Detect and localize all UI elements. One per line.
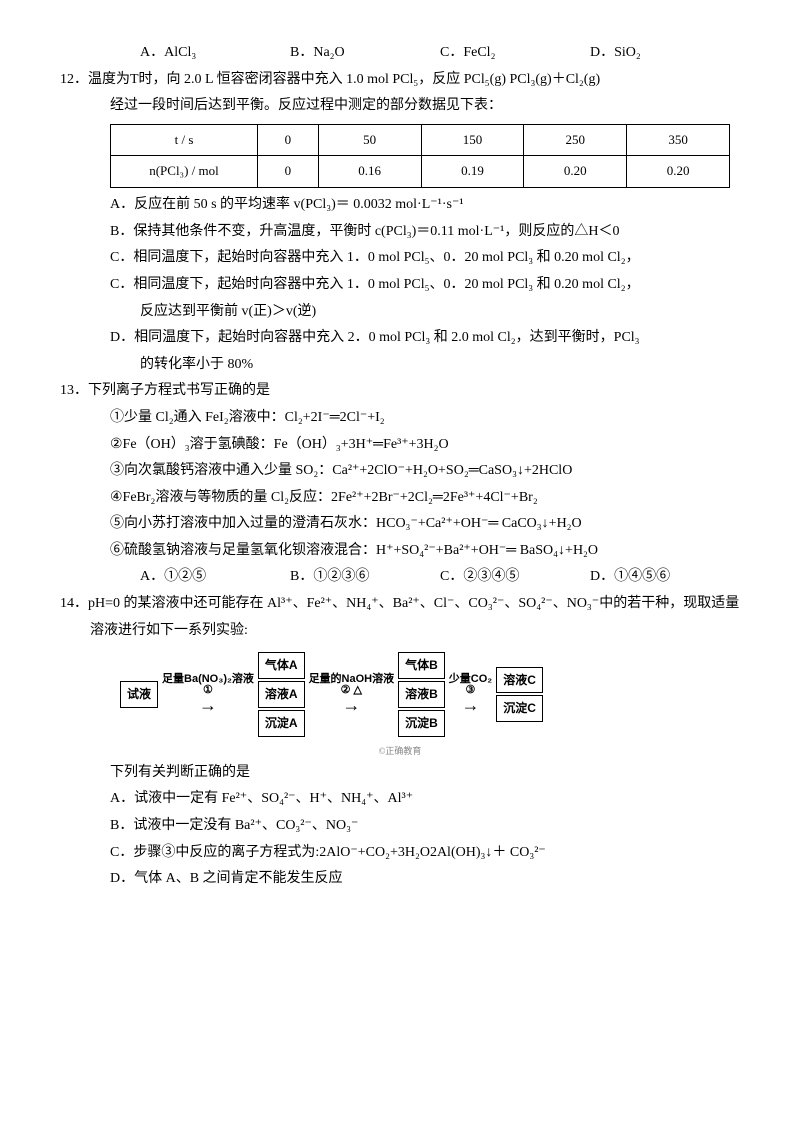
q12-t-r1c6: 350 [627,124,730,156]
flow-arrow-3: 少量CO₂ ③ [447,673,494,715]
q12-t-r2c2: 0 [258,156,319,188]
q14-opt-c: C．步骤③中反应的离子方程式为:2AlO⁻+CO₂+3H₂O2Al(OH)₃↓＋… [110,840,740,867]
q12-opt-d-l2: 的转化率小于 80% [140,352,740,379]
q12-table: t / s 0 50 150 250 350 n(PCl₃) / mol 0 0… [110,124,730,188]
q12-opt-c-l1: C．相同温度下，起始时向容器中充入 1．0 mol PCl₅、0．20 mol … [110,277,640,292]
flow-sol-a: 溶液A [258,681,305,708]
flow-arrow-1: 足量Ba(NO₃)₂溶液 ① [160,673,256,715]
table-row: t / s 0 50 150 250 350 [111,124,730,156]
flow-ppt-b: 沉淀B [398,710,445,737]
q14-after: 下列有关判断正确的是 [110,760,740,787]
q12-t-r1c1: t / s [111,124,258,156]
flow-ppt-a: 沉淀A [258,710,305,737]
q12-opt-d-l1: D．相同温度下，起始时向容器中充入 2．0 mol PCl₃ 和 2.0 mol… [110,325,740,352]
flow-ppt-c: 沉淀C [496,695,543,722]
q13-l5: ⑤向小苏打溶液中加入过量的澄清石灰水：HCO₃⁻+Ca²⁺+OH⁻═ CaCO₃… [110,511,740,538]
q12-t-r2c4: 0.19 [421,156,524,188]
q12-opt-a: A．反应在前 50 s 的平均速率 v(PCl₃)＝ 0.0032 mol·L⁻… [110,192,740,219]
q13-l1: ①少量 Cl₂通入 FeI₂溶液中：Cl₂+2I⁻═2Cl⁻+I₂ [110,405,740,432]
q13-opt-a: A．①②⑤ [140,564,290,591]
q12-stem-1: 12．温度为T时，向 2.0 L 恒容密闭容器中充入 1.0 mol PCl₅，… [90,67,740,94]
q11-opt-a: A．AlCl₃ [140,40,290,67]
q12-opt-c-l2: 反应达到平衡前 v(正)＞v(逆) [140,299,740,326]
flow-box-sample: 试液 [120,681,158,708]
q14-opt-b: B．试液中一定没有 Ba²⁺、CO₃²⁻、NO₃⁻ [110,813,740,840]
q13-l3: ③向次氯酸钙溶液中通入少量 SO₂：Ca²⁺+2ClO⁻+H₂O+SO₂═CaS… [110,458,740,485]
q13-options: A．①②⑤ B．①②③⑥ C．②③④⑤ D．①④⑤⑥ [140,564,740,591]
q11-opt-c: C．FeCl₂ [440,40,590,67]
q13-l4: ④FeBr₂溶液与等物质的量 Cl₂反应：2Fe²⁺+2Br⁻+2Cl₂═2Fe… [110,485,740,512]
q12-t-r1c4: 150 [421,124,524,156]
table-row: n(PCl₃) / mol 0 0.16 0.19 0.20 0.20 [111,156,730,188]
q12-t-r2c1: n(PCl₃) / mol [111,156,258,188]
q12-t-r2c6: 0.20 [627,156,730,188]
flow-col-2: 气体B 溶液B 沉淀B [398,652,445,736]
q12-t-r1c3: 50 [318,124,421,156]
q13-l2: ②Fe（OH）₃溶于氢碘酸：Fe（OH）₃+3H⁺═Fe³⁺+3H₂O [110,432,740,459]
arrow3-num: ③ [466,684,476,696]
q14-opt-a: A．试液中一定有 Fe²⁺、SO₄²⁻、H⁺、NH₄⁺、Al³⁺ [110,786,740,813]
flow-arrow-2: 足量的NaOH溶液 ② △ [307,673,397,715]
q11-opt-d: D．SiO₂ [590,40,740,67]
q12-stem-2: 经过一段时间后达到平衡。反应过程中测定的部分数据见下表： [110,93,740,120]
flow-sol-b: 溶液B [398,681,445,708]
flow-gas-a: 气体A [258,652,305,679]
watermark: ©正确教育 [60,743,740,760]
q12-t-r2c5: 0.20 [524,156,627,188]
q13-opt-c: C．②③④⑤ [440,564,590,591]
q14-opt-d: D．气体 A、B 之间肯定不能发生反应 [110,866,740,893]
q12-opt-c: C．相同温度下，起始时向容器中充入 1．0 mol PCl₅、0．20 mol … [110,272,740,299]
q12-opt-c1: C．相同温度下，起始时向容器中充入 1．0 mol PCl₅、0．20 mol … [110,250,640,265]
q12-opt-b: B．保持其他条件不变，升高温度，平衡时 c(PCl₃)＝0.11 mol·L⁻¹… [110,219,740,246]
arrow2-num: ② △ [341,684,362,696]
flow-col-3: 溶液C 沉淀C [496,667,543,723]
flow-col-1: 气体A 溶液A 沉淀A [258,652,305,736]
q13-opt-b: B．①②③⑥ [290,564,440,591]
q13-stem: 13．下列离子方程式书写正确的是 [60,378,740,405]
q11-options: A．AlCl₃ B．Na₂O C．FeCl₂ D．SiO₂ [140,40,740,67]
q14-flow-diagram: 试液 足量Ba(NO₃)₂溶液 ① 气体A 溶液A 沉淀A 足量的NaOH溶液 … [120,652,740,736]
q13-opt-d: D．①④⑤⑥ [590,564,740,591]
q12-t-r2c3: 0.16 [318,156,421,188]
q12-t-r1c5: 250 [524,124,627,156]
flow-gas-b: 气体B [398,652,445,679]
flow-sol-c: 溶液C [496,667,543,694]
q12-t-r1c2: 0 [258,124,319,156]
q11-opt-b: B．Na₂O [290,40,440,67]
q14-stem: 14．pH=0 的某溶液中还可能存在 Al³⁺、Fe²⁺、NH₄⁺、Ba²⁺、C… [90,591,740,644]
arrow1-num: ① [203,684,213,696]
q13-l6: ⑥硫酸氢钠溶液与足量氢氧化钡溶液混合：H⁺+SO₄²⁻+Ba²⁺+OH⁻═ Ba… [110,538,740,565]
